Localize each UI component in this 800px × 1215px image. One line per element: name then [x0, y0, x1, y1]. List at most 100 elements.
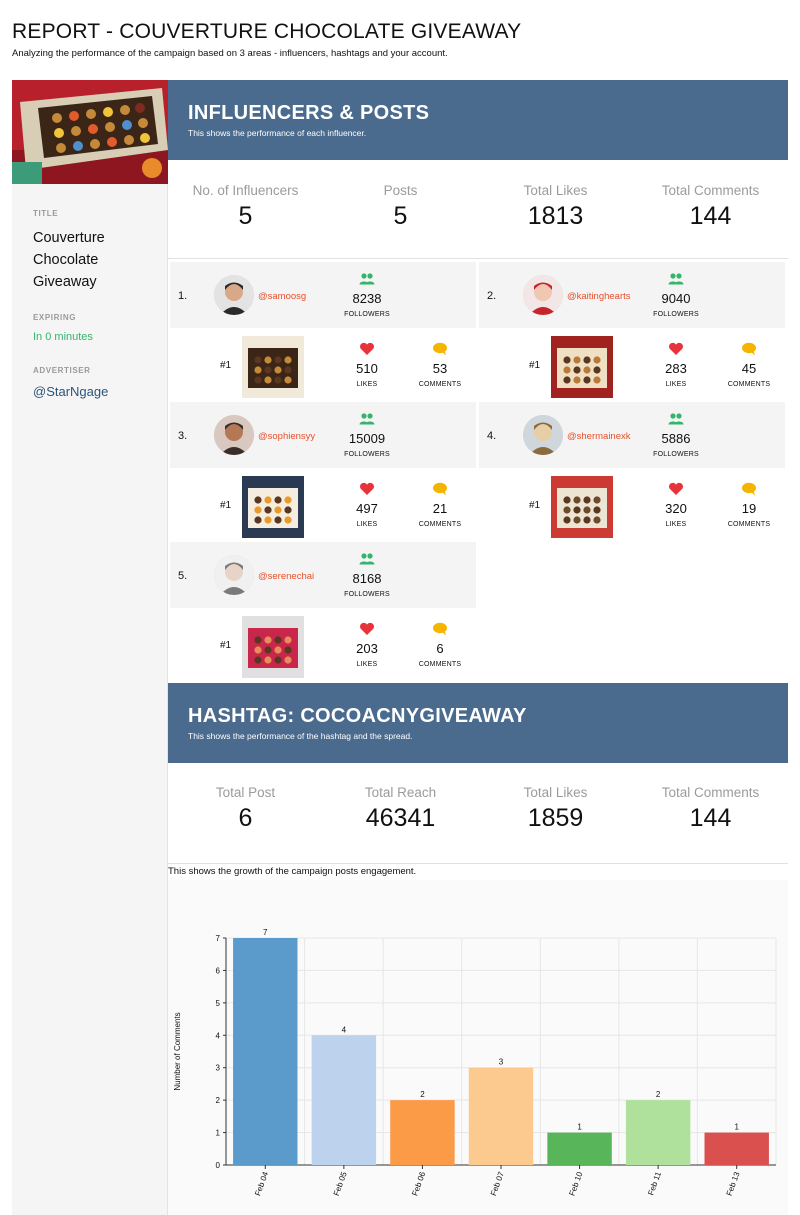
y-tick-label: 1 — [216, 1129, 221, 1138]
comments-label: COMMENTS — [418, 521, 462, 528]
influencer-handle[interactable]: @shermainexk — [567, 431, 631, 442]
stat-value: 144 — [689, 804, 732, 832]
influencer-stats: No. of Influencers 5 Posts 5 Total Likes… — [168, 183, 788, 231]
bar-chart: 0 1 2 3 4 5 6 7 Number of Comments 7 Feb 04 4 Feb 05… — [173, 928, 777, 1197]
report-header: REPORT - COUVERTURE CHOCOLATE GIVEAWAY A… — [12, 20, 792, 59]
stat-value: 144 — [689, 202, 732, 230]
y-tick-label: 7 — [216, 934, 221, 943]
post-thumbnail[interactable] — [242, 476, 304, 538]
stat-value: 1813 — [527, 202, 584, 230]
users-icon — [359, 412, 375, 426]
engagement-chart: 0 1 2 3 4 5 6 7 Number of Comments 7 Feb 04 4 Feb 05… — [168, 880, 788, 1215]
stat-label: Total Reach — [364, 785, 437, 800]
influencer-handle[interactable]: @kaitinghearts — [567, 291, 631, 302]
followers-label: FOLLOWERS — [653, 311, 699, 318]
influencer-rank: 5. — [178, 570, 188, 582]
influencer-card: 4. @shermainexk 5886 FOLLOWERS #1 320 LIKES 19 C… — [479, 402, 785, 542]
stat-total-post: Total Post 6 — [168, 785, 323, 833]
influencer-post: #1 510 LIKES 53 COMMENTS — [170, 332, 476, 402]
post-thumbnail[interactable] — [551, 476, 613, 538]
y-tick-label: 4 — [216, 1031, 221, 1040]
stat-label: Total Comments — [661, 183, 760, 198]
influencer-profile: 2. @kaitinghearts 9040 FOLLOWERS — [479, 262, 785, 328]
stat-value: 5 — [393, 202, 408, 230]
comments-count: 6 — [436, 641, 444, 656]
influencer-post: #1 497 LIKES 21 COMMENTS — [170, 472, 476, 542]
influencer-handle[interactable]: @sophiensyy — [258, 431, 316, 442]
followers-label: FOLLOWERS — [344, 591, 390, 598]
speech-bubble-icon — [741, 342, 757, 356]
likes-count: 497 — [356, 501, 378, 516]
chart-caption: This shows the growth of the campaign po… — [168, 866, 417, 877]
stat-label: Posts — [383, 183, 418, 198]
likes-count: 283 — [665, 361, 687, 376]
influencer-card: 2. @kaitinghearts 9040 FOLLOWERS #1 283 LIKES 4… — [479, 262, 785, 402]
influencers-banner: INFLUENCERS & POSTS This shows the perfo… — [168, 80, 788, 160]
x-tick-label: Feb 10 — [567, 1170, 584, 1197]
avatar[interactable] — [214, 415, 254, 455]
hashtag-subtitle: This shows the performance of the hashta… — [188, 731, 413, 741]
avatar[interactable] — [523, 415, 563, 455]
bar-value-label: 7 — [263, 928, 268, 937]
stat-label: Total Likes — [523, 785, 588, 800]
influencer-handle[interactable]: @samoosg — [258, 291, 307, 302]
hashtag-title: HASHTAG: COCOACNYGIVEAWAY — [188, 705, 527, 727]
avatar[interactable] — [214, 555, 254, 595]
bar-value-label: 1 — [734, 1123, 739, 1132]
stat-posts: Posts 5 — [323, 183, 478, 231]
users-icon — [668, 412, 684, 426]
y-axis-label: Number of Comments — [173, 1012, 182, 1090]
bar — [390, 1100, 455, 1165]
bar — [625, 1100, 691, 1165]
bar-value-label: 3 — [499, 1058, 504, 1067]
users-icon — [359, 552, 375, 566]
influencer-post: #1 320 LIKES 19 COMMENTS — [479, 472, 785, 542]
influencer-card: 1. @samoosg 8238 FOLLOWERS #1 510 LIKES 53 COMME… — [170, 262, 476, 402]
avatar[interactable] — [214, 275, 254, 315]
comments-label: COMMENTS — [418, 381, 462, 388]
heart-icon — [359, 482, 375, 496]
bar — [547, 1132, 612, 1165]
post-thumbnail[interactable] — [242, 616, 304, 678]
campaign-image — [12, 80, 168, 184]
report-subtitle: Analyzing the performance of the campaig… — [12, 48, 448, 59]
post-thumbnail[interactable] — [551, 336, 613, 398]
advertiser-link[interactable]: @StarNgage — [33, 384, 109, 399]
y-tick-label: 5 — [216, 999, 221, 1008]
influencer-profile: 5. @serenechai 8168 FOLLOWERS — [170, 542, 476, 608]
stat-value: 6 — [238, 804, 253, 832]
influencer-card: 3. @sophiensyy 15009 FOLLOWERS #1 497 LIKES 21 C… — [170, 402, 476, 542]
bar-value-label: 1 — [577, 1123, 582, 1132]
post-thumbnail[interactable] — [242, 336, 304, 398]
x-tick-label: Feb 05 — [332, 1170, 349, 1197]
speech-bubble-icon — [432, 482, 448, 496]
stat-influencers: No. of Influencers 5 — [168, 183, 323, 231]
users-icon — [668, 272, 684, 286]
stat-label: Total Post — [215, 785, 276, 800]
comments-count: 45 — [741, 361, 757, 376]
heart-icon — [668, 342, 684, 356]
followers-label: FOLLOWERS — [653, 451, 699, 458]
avatar[interactable] — [523, 275, 563, 315]
influencer-profile: 3. @sophiensyy 15009 FOLLOWERS — [170, 402, 476, 468]
advertiser-label: ADVERTISER — [33, 366, 91, 375]
stat-total-comments: Total Comments 144 — [633, 183, 788, 231]
stat-label: Total Comments — [661, 785, 760, 800]
x-tick-label: Feb 04 — [253, 1170, 270, 1197]
influencer-profile: 1. @samoosg 8238 FOLLOWERS — [170, 262, 476, 328]
influencers-title: INFLUENCERS & POSTS — [188, 102, 430, 124]
heart-icon — [359, 342, 375, 356]
post-rank: #1 — [220, 500, 232, 511]
post-rank: #1 — [220, 360, 232, 371]
stat-label: Total Likes — [523, 183, 588, 198]
sidebar: TITLE Couverture Chocolate Giveaway EXPI… — [12, 80, 168, 1215]
post-rank: #1 — [529, 360, 541, 371]
influencer-rank: 1. — [178, 290, 188, 302]
bar-value-label: 2 — [656, 1090, 661, 1099]
speech-bubble-icon — [432, 342, 448, 356]
followers-label: FOLLOWERS — [344, 451, 390, 458]
x-tick-label: Feb 11 — [646, 1170, 663, 1196]
bar — [233, 938, 298, 1165]
influencer-handle[interactable]: @serenechai — [258, 571, 315, 582]
followers-count: 8168 — [352, 571, 382, 586]
